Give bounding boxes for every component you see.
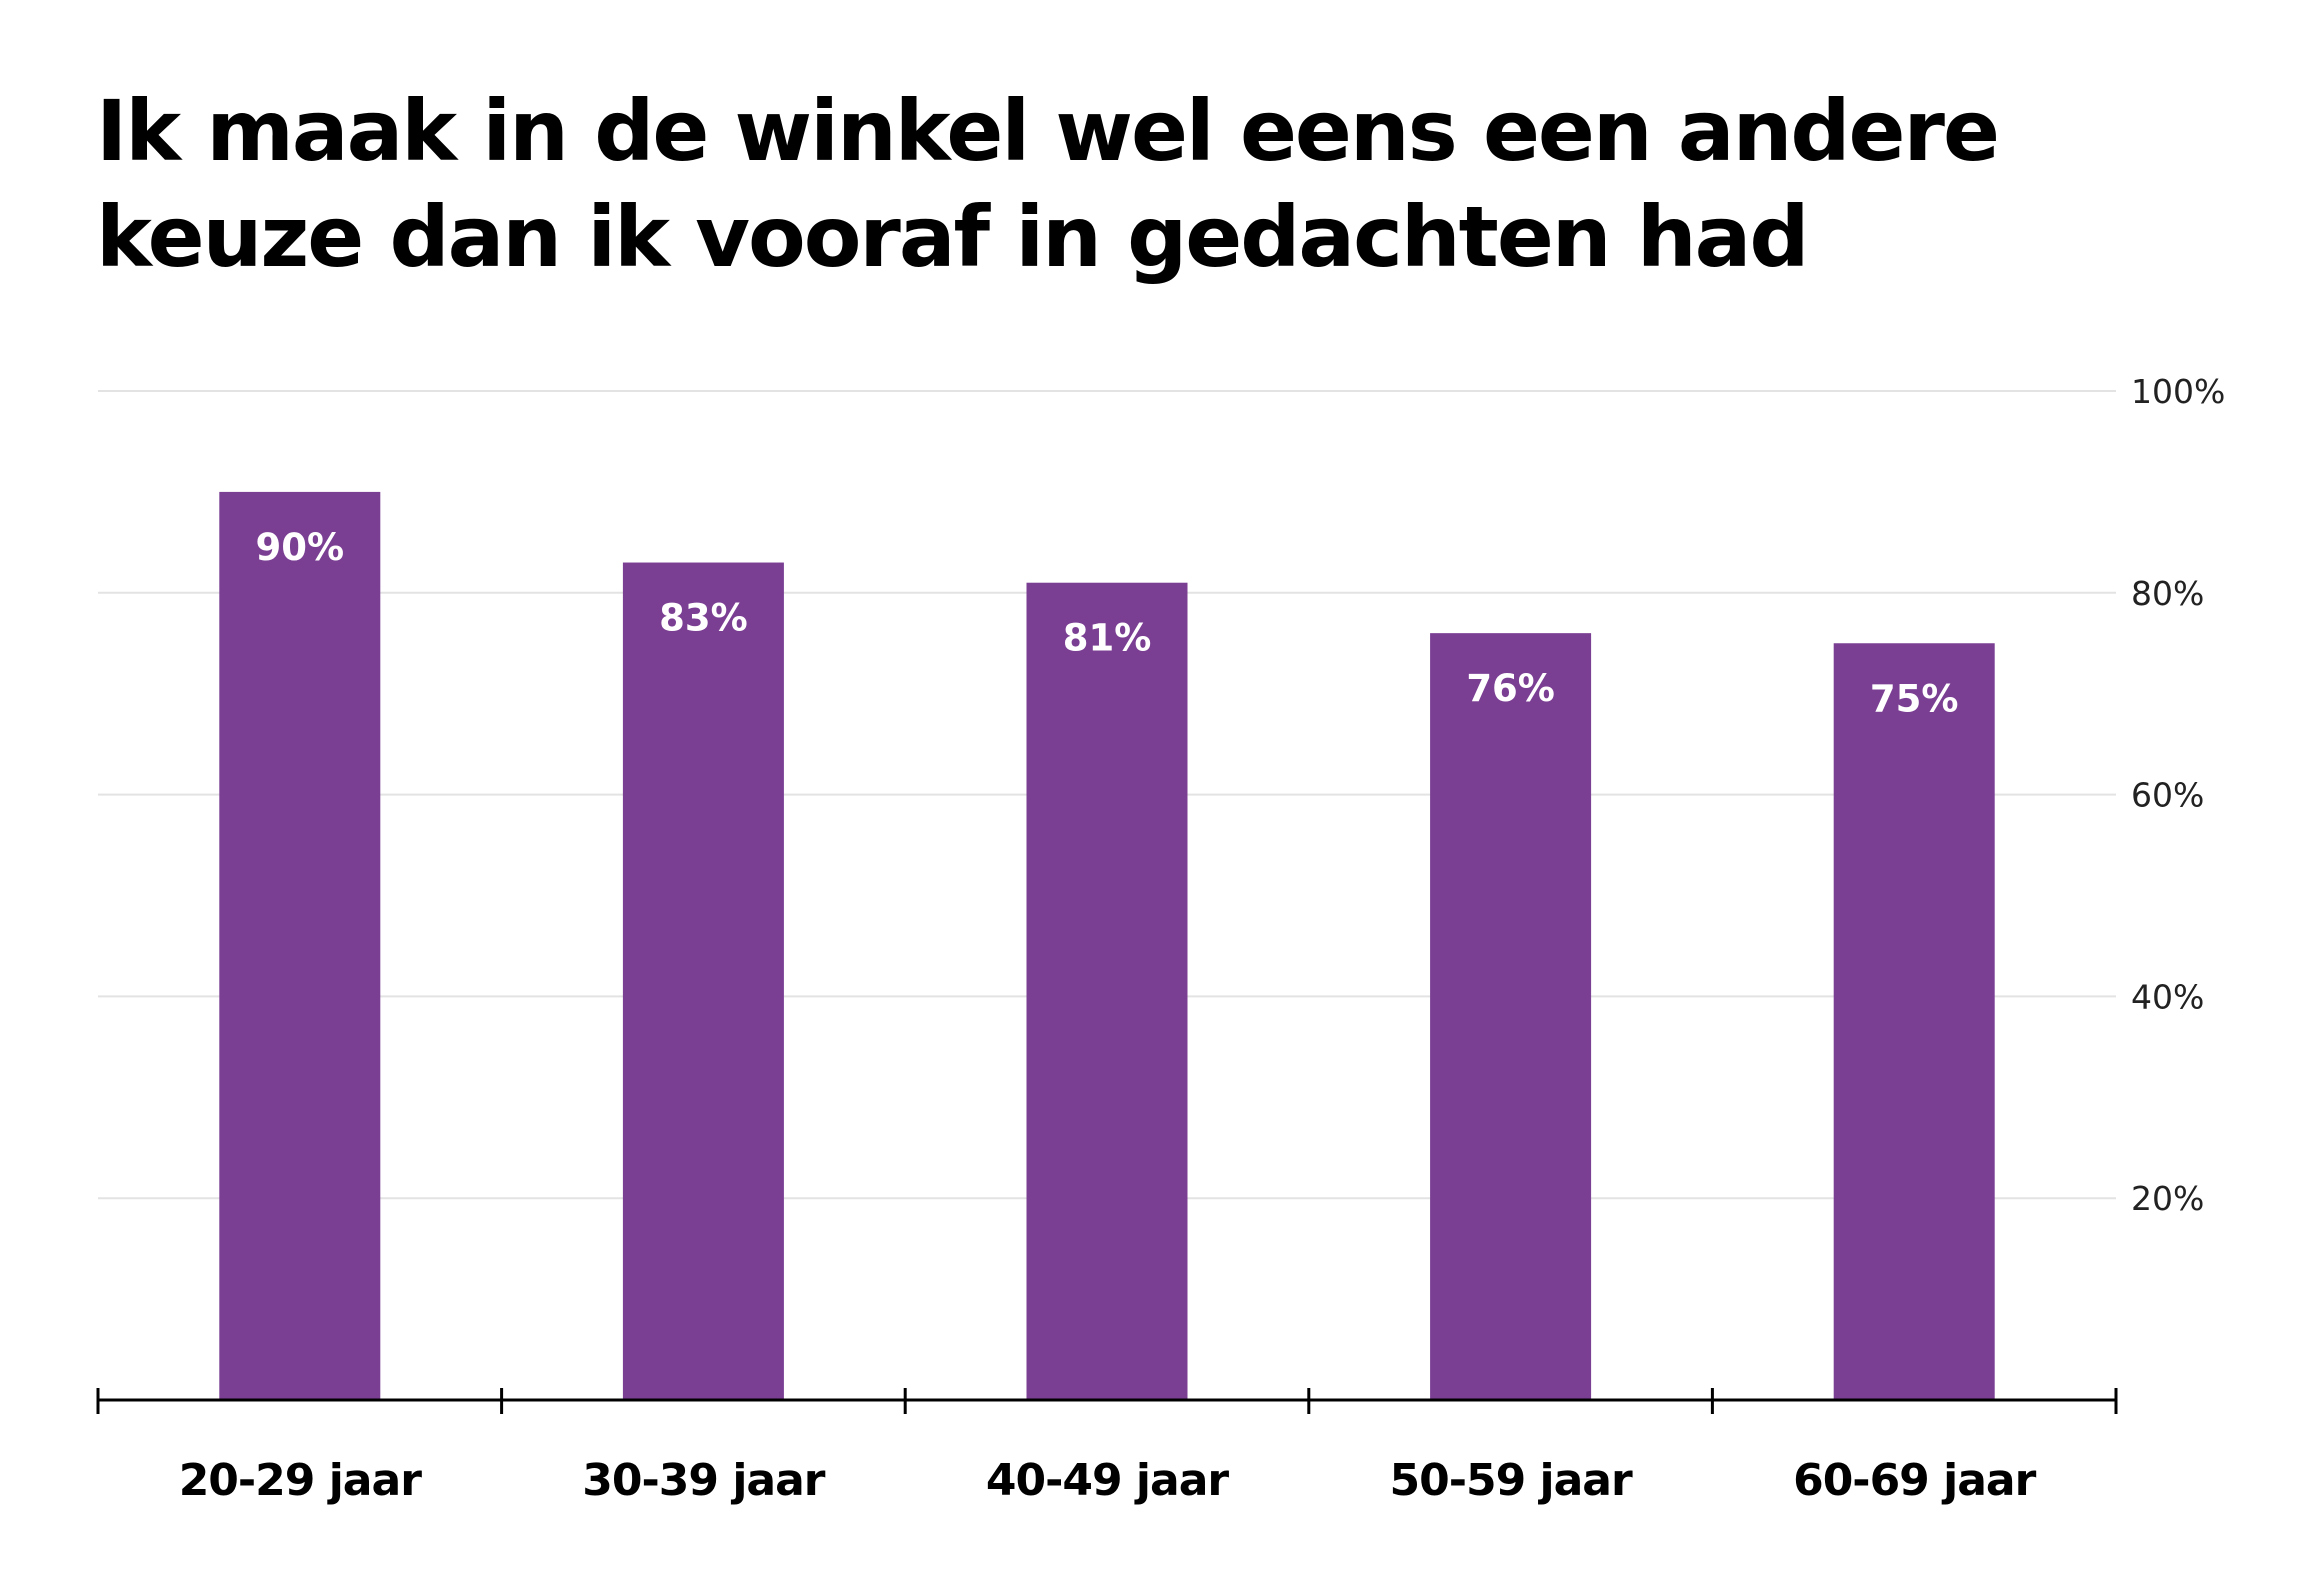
data-label: 83% [659, 597, 748, 640]
x-tick-label: 20-29 jaar [179, 1455, 423, 1506]
y-tick-label: 20% [2131, 1179, 2204, 1218]
bar [1026, 582, 1188, 1400]
bar [622, 562, 784, 1400]
chart-title: Ik maak in de winkel wel eens een andere… [96, 82, 2000, 286]
data-label: 75% [1870, 677, 1959, 720]
x-tick-label: 30-39 jaar [582, 1455, 826, 1506]
data-label: 81% [1063, 617, 1152, 660]
x-tick-label: 50-59 jaar [1389, 1455, 1633, 1506]
data-label: 76% [1466, 667, 1555, 710]
y-tick-label: 80% [2131, 574, 2204, 613]
y-tick-label: 60% [2131, 776, 2204, 815]
data-label: 90% [256, 526, 345, 569]
bar [1430, 633, 1592, 1400]
bar [1833, 643, 1995, 1400]
y-tick-label: 100% [2131, 372, 2225, 411]
y-tick-label: 40% [2131, 977, 2204, 1016]
x-tick-label: 60-69 jaar [1793, 1455, 2037, 1506]
x-tick-label: 40-49 jaar [986, 1455, 1230, 1506]
bar [219, 491, 381, 1400]
